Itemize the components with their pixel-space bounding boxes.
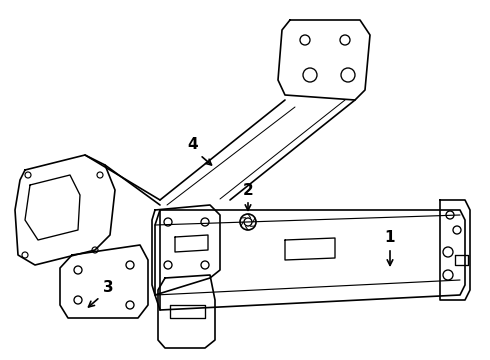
Text: 4: 4 <box>188 136 198 152</box>
Text: 2: 2 <box>243 183 253 198</box>
Text: 3: 3 <box>103 279 113 294</box>
Text: 1: 1 <box>385 230 395 246</box>
